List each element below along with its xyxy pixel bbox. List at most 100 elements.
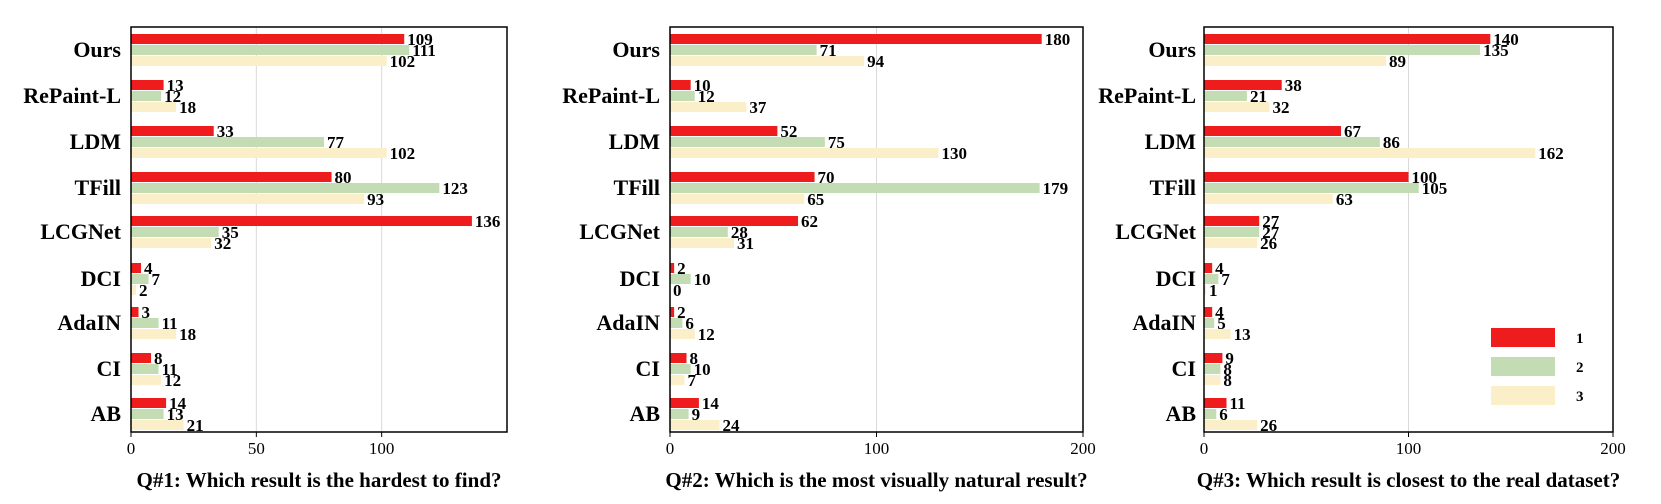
x-tick-label: 100 (369, 439, 395, 458)
bar-ours-series-3 (1204, 56, 1387, 66)
bar-repaint-l-series-3 (670, 102, 747, 112)
data-label: 65 (807, 190, 824, 209)
bar-dci-series-1 (1204, 263, 1213, 273)
data-label: 14 (702, 394, 720, 413)
data-label: 71 (820, 41, 837, 60)
data-label: 24 (723, 416, 741, 435)
x-tick-label: 100 (1396, 439, 1422, 458)
bar-repaint-l-series-2 (670, 91, 695, 101)
data-label: 32 (1272, 98, 1289, 117)
data-label: 77 (327, 133, 345, 152)
bar-adain-series-1 (670, 307, 675, 317)
x-tick-label: 0 (127, 439, 136, 458)
bar-adain-series-3 (131, 329, 177, 339)
data-label: 8 (1223, 360, 1232, 379)
legend-label: 1 (1576, 331, 1584, 347)
data-label: 26 (1260, 234, 1277, 253)
data-label: 2 (677, 259, 686, 278)
bar-ldm-series-3 (1204, 148, 1536, 158)
x-tick-label: 0 (666, 439, 675, 458)
category-label: DCI (81, 266, 121, 291)
data-label: 162 (1538, 144, 1564, 163)
bar-ldm-series-3 (670, 148, 939, 158)
bar-ldm-series-2 (670, 137, 825, 147)
category-label: AB (629, 401, 660, 426)
bar-tfill-series-3 (1204, 194, 1333, 204)
data-label: 12 (698, 87, 715, 106)
bar-lcgnet-series-3 (131, 238, 212, 248)
data-label: 13 (167, 405, 184, 424)
data-label: 11 (162, 360, 178, 379)
data-label: 100 (1412, 168, 1438, 187)
bar-ci-series-2 (670, 364, 691, 374)
bar-ci-series-3 (1204, 375, 1221, 385)
chart-title: Q#2: Which is the most visually natural … (665, 468, 1087, 492)
bar-repaint-l-series-1 (131, 80, 164, 90)
bar-adain-series-2 (670, 318, 683, 328)
bar-repaint-l-series-2 (1204, 91, 1247, 101)
data-label: 11 (162, 314, 178, 333)
bar-dci-series-1 (131, 263, 142, 273)
category-label: Ours (612, 37, 660, 62)
bar-dci-series-2 (131, 274, 149, 284)
bar-dci-series-1 (670, 263, 675, 273)
data-label: 6 (685, 314, 694, 333)
bar-adain-series-2 (1204, 318, 1215, 328)
bar-ab-series-2 (1204, 409, 1217, 419)
category-label: TFill (1150, 175, 1196, 200)
data-label: 63 (1336, 190, 1353, 209)
bar-lcgnet-series-1 (131, 216, 472, 226)
bar-ab-series-1 (131, 398, 167, 408)
bar-adain-series-1 (131, 307, 139, 317)
bar-ab-series-2 (131, 409, 164, 419)
data-label: 94 (867, 52, 885, 71)
data-label: 0 (673, 281, 682, 300)
bar-ci-series-1 (131, 353, 152, 363)
x-tick-label: 0 (1200, 439, 1209, 458)
category-label: AdaIN (57, 310, 121, 335)
category-label: AdaIN (596, 310, 660, 335)
data-label: 37 (749, 98, 767, 117)
data-label: 33 (217, 122, 234, 141)
bar-ci-series-2 (1204, 364, 1221, 374)
data-label: 13 (1234, 325, 1251, 344)
bar-lcgnet-series-2 (1204, 227, 1260, 237)
data-label: 5 (1217, 314, 1226, 333)
bar-lcgnet-series-3 (670, 238, 735, 248)
bar-lcgnet-series-1 (670, 216, 799, 226)
chart-panel-1: 109 13 33 80 136 4 3 8 14 111 12 77 123 35 7 11 11 13 102 1… (23, 26, 508, 492)
data-label: 10 (694, 360, 711, 379)
bar-ours-series-1 (1204, 34, 1491, 44)
data-label: 7 (1221, 270, 1230, 289)
data-label: 89 (1389, 52, 1406, 71)
data-label: 12 (698, 325, 715, 344)
data-label: 4 (1215, 259, 1224, 278)
bar-tfill-series-2 (1204, 183, 1419, 193)
category-label: RePaint-L (23, 83, 121, 108)
data-label: 11 (1229, 394, 1245, 413)
bar-dci-series-3 (1204, 285, 1207, 295)
data-label: 52 (780, 122, 797, 141)
legend-swatch-1 (1491, 328, 1555, 347)
bar-ab-series-1 (1204, 398, 1227, 408)
bar-ci-series-1 (670, 353, 687, 363)
data-label: 105 (1422, 179, 1448, 198)
category-label: RePaint-L (562, 83, 660, 108)
data-label: 12 (164, 87, 181, 106)
data-label: 9 (1225, 349, 1234, 368)
data-label: 136 (475, 212, 501, 231)
data-label: 4 (1215, 303, 1224, 322)
bar-adain-series-3 (670, 329, 695, 339)
data-label: 18 (179, 325, 196, 344)
bar-ab-series-3 (1204, 420, 1258, 430)
bar-ours-series-2 (1204, 45, 1481, 55)
data-label: 8 (154, 349, 163, 368)
chart-panel-3: 1403867100274491113521861052775868932162… (1098, 26, 1626, 492)
data-label: 14 (169, 394, 187, 413)
data-label: 109 (407, 30, 433, 49)
category-label: AdaIN (1132, 310, 1196, 335)
bar-ldm-series-1 (131, 126, 214, 136)
category-label: LCGNet (1115, 219, 1196, 244)
plot-frame (130, 26, 508, 433)
data-label: 6 (1219, 405, 1228, 424)
